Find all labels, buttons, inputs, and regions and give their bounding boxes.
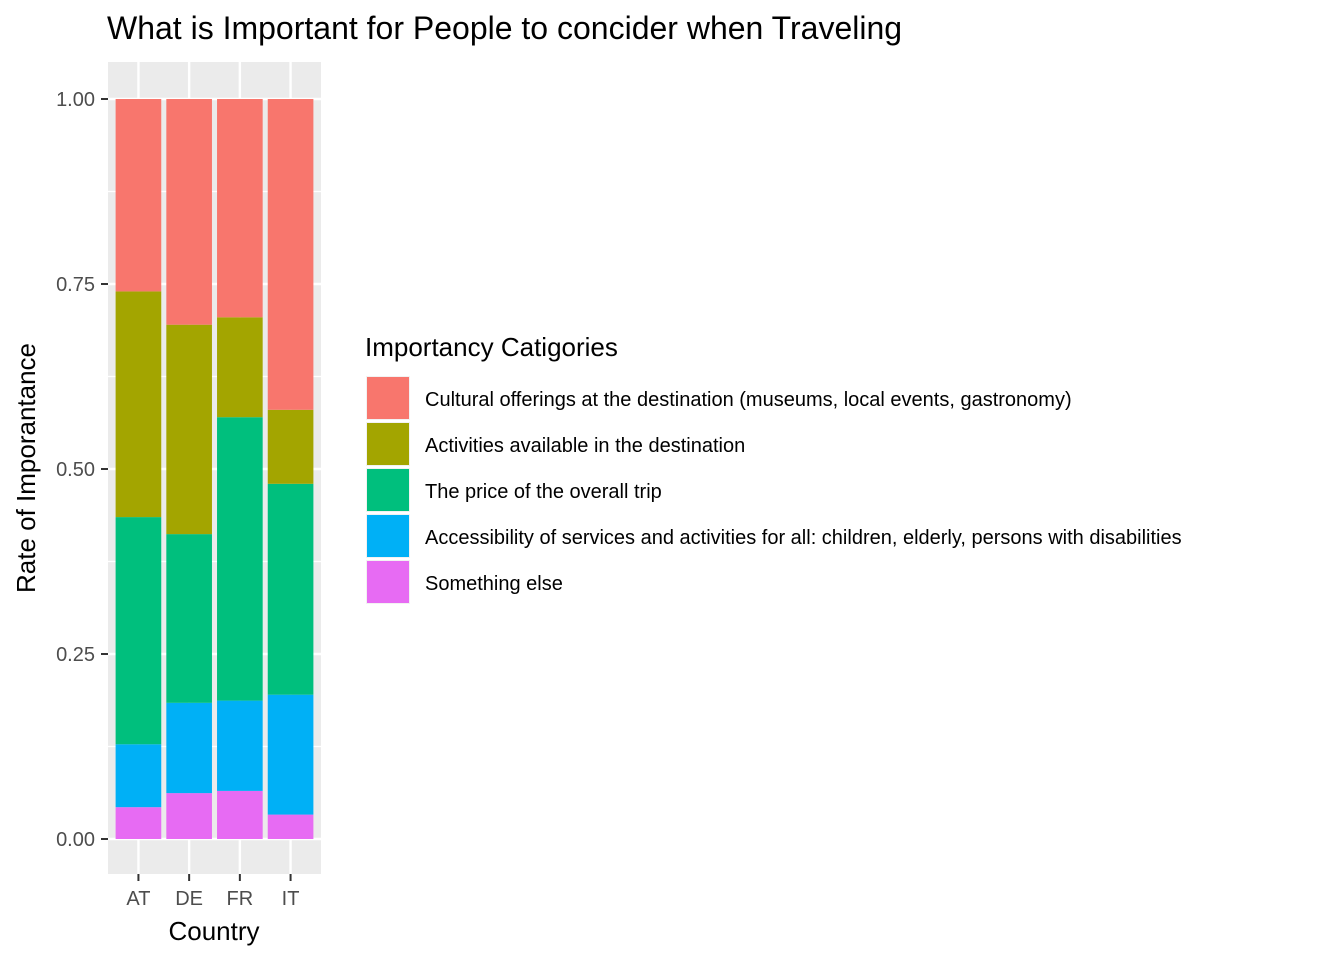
y-tick-label: 1.00 [56,89,95,111]
legend-label: Something else [425,573,563,595]
y-axis: 0.00 0.25 0.50 0.75 1.00 [56,89,108,851]
legend-swatch [367,561,409,603]
bar-segment-de-2 [166,324,212,535]
bar-stack-fr [217,99,263,839]
bar-segment-it-5 [267,814,314,839]
bar-segment-de-1 [166,99,212,325]
legend-label: The price of the overall trip [425,481,662,503]
bar-segment-at-2 [115,291,162,518]
bar-segment-fr-1 [217,99,263,318]
legend-title: Importancy Catigories [365,332,618,362]
y-axis-title: Rate of Imporantance [11,343,41,593]
legend-swatch [367,377,409,419]
x-axis-title: Country [168,916,259,946]
legend-swatch [367,423,409,465]
legend-items: Cultural offerings at the destination (m… [366,376,1182,604]
bar-segment-at-1 [115,99,162,292]
bar-segment-fr-4 [217,700,263,791]
x-tick-label: DE [175,888,203,910]
x-tick-label: AT [126,888,150,910]
bar-segment-de-5 [166,793,212,839]
bar-segment-it-4 [267,694,314,815]
bar-segment-fr-3 [217,417,263,701]
bar-segment-at-3 [115,517,162,745]
legend: Importancy Catigories Cultural offerings… [365,332,1182,604]
bar-segment-at-4 [115,744,162,808]
bar-stack-it [267,99,314,839]
legend-swatch [367,515,409,557]
bars-layer [115,99,314,839]
bar-segment-it-3 [267,483,314,695]
bar-segment-de-4 [166,702,212,794]
bar-segment-de-3 [166,534,212,703]
y-tick-label: 0.25 [56,644,95,666]
x-tick-label: FR [227,888,254,910]
bar-segment-fr-2 [217,317,263,418]
y-tick-label: 0.00 [56,829,95,851]
bar-segment-fr-5 [217,790,263,839]
bar-stack-de [166,99,212,839]
x-tick-label: IT [282,888,300,910]
y-tick-label: 0.75 [56,274,95,296]
legend-item: Accessibility of services and activities… [366,514,1182,558]
chart-title: What is Important for People to concider… [107,10,902,46]
legend-item: Activities available in the destination [366,422,745,466]
bar-segment-it-2 [267,409,314,484]
bar-segment-at-5 [115,807,162,839]
y-tick-label: 0.50 [56,459,95,481]
legend-swatch [367,469,409,511]
legend-item: The price of the overall trip [366,468,662,512]
bar-segment-it-1 [267,99,314,410]
legend-item: Something else [366,560,563,604]
legend-label: Accessibility of services and activities… [425,527,1182,549]
legend-label: Cultural offerings at the destination (m… [425,389,1072,411]
x-axis: AT DE FR IT [126,874,299,910]
legend-item: Cultural offerings at the destination (m… [366,376,1072,420]
bar-stack-at [115,99,162,839]
legend-label: Activities available in the destination [425,435,745,457]
